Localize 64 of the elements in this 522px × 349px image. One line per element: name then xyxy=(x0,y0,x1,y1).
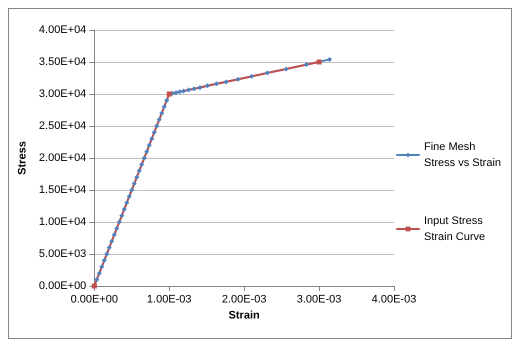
point xyxy=(162,104,167,110)
point xyxy=(109,238,114,244)
point xyxy=(124,200,130,206)
y-tick-label: 3.50E+04 xyxy=(38,56,86,68)
point xyxy=(197,85,202,90)
point xyxy=(96,270,102,276)
legend-label: Fine Mesh Stress vs Strain xyxy=(424,141,502,169)
point xyxy=(116,220,122,224)
point xyxy=(132,181,137,186)
y-tick-label: 2.00E+04 xyxy=(38,152,86,164)
x-tick-label: 0.00E+00 xyxy=(70,294,118,306)
x-tick-label: 4.00E-03 xyxy=(372,294,416,306)
y-tick-label: 5.00E+03 xyxy=(38,248,86,260)
point xyxy=(139,162,144,167)
point xyxy=(214,81,219,86)
point xyxy=(204,83,210,88)
point xyxy=(284,66,289,72)
point xyxy=(186,87,192,92)
point xyxy=(99,264,104,270)
point xyxy=(129,188,134,192)
point xyxy=(104,252,110,256)
legend-label: Input Stress Strain Curve xyxy=(424,215,486,243)
y-tick-label: 3.00E+04 xyxy=(38,88,86,100)
point xyxy=(249,74,254,79)
point xyxy=(94,277,100,282)
point xyxy=(156,117,162,122)
x-tick-label: 3.00E-03 xyxy=(296,294,342,306)
y-tick-label: 1.00E+04 xyxy=(38,216,86,228)
point xyxy=(180,88,186,94)
y-axis-title: Stress xyxy=(16,141,28,175)
point xyxy=(144,149,150,154)
point xyxy=(177,89,182,94)
point xyxy=(236,76,241,82)
point xyxy=(122,206,127,212)
x-axis-title: Strain xyxy=(228,309,260,322)
point xyxy=(142,156,147,160)
y-tick-label: 4.00E+04 xyxy=(38,24,86,36)
y-tick-label: 2.50E+04 xyxy=(38,120,86,132)
point xyxy=(136,168,142,174)
point xyxy=(112,232,117,238)
point xyxy=(224,79,229,84)
point xyxy=(316,60,322,64)
point xyxy=(327,56,332,62)
point xyxy=(159,110,164,116)
point xyxy=(119,213,124,218)
y-tick-label: 0.00E+00 xyxy=(38,280,86,292)
point xyxy=(146,142,152,148)
point xyxy=(134,174,140,180)
point xyxy=(173,90,178,96)
point xyxy=(126,194,132,199)
point xyxy=(191,86,196,92)
x-tick-label: 1.00E-03 xyxy=(146,294,192,306)
x-tick-label: 2.00E-03 xyxy=(222,294,266,306)
point xyxy=(264,70,270,76)
point xyxy=(154,124,160,128)
point xyxy=(304,62,309,68)
point xyxy=(164,98,170,103)
y-tick-label: 1.50E+04 xyxy=(38,184,86,196)
point xyxy=(149,136,154,142)
point xyxy=(152,130,157,135)
point xyxy=(114,226,120,231)
point xyxy=(102,258,107,263)
point xyxy=(106,245,112,250)
point xyxy=(92,284,97,288)
